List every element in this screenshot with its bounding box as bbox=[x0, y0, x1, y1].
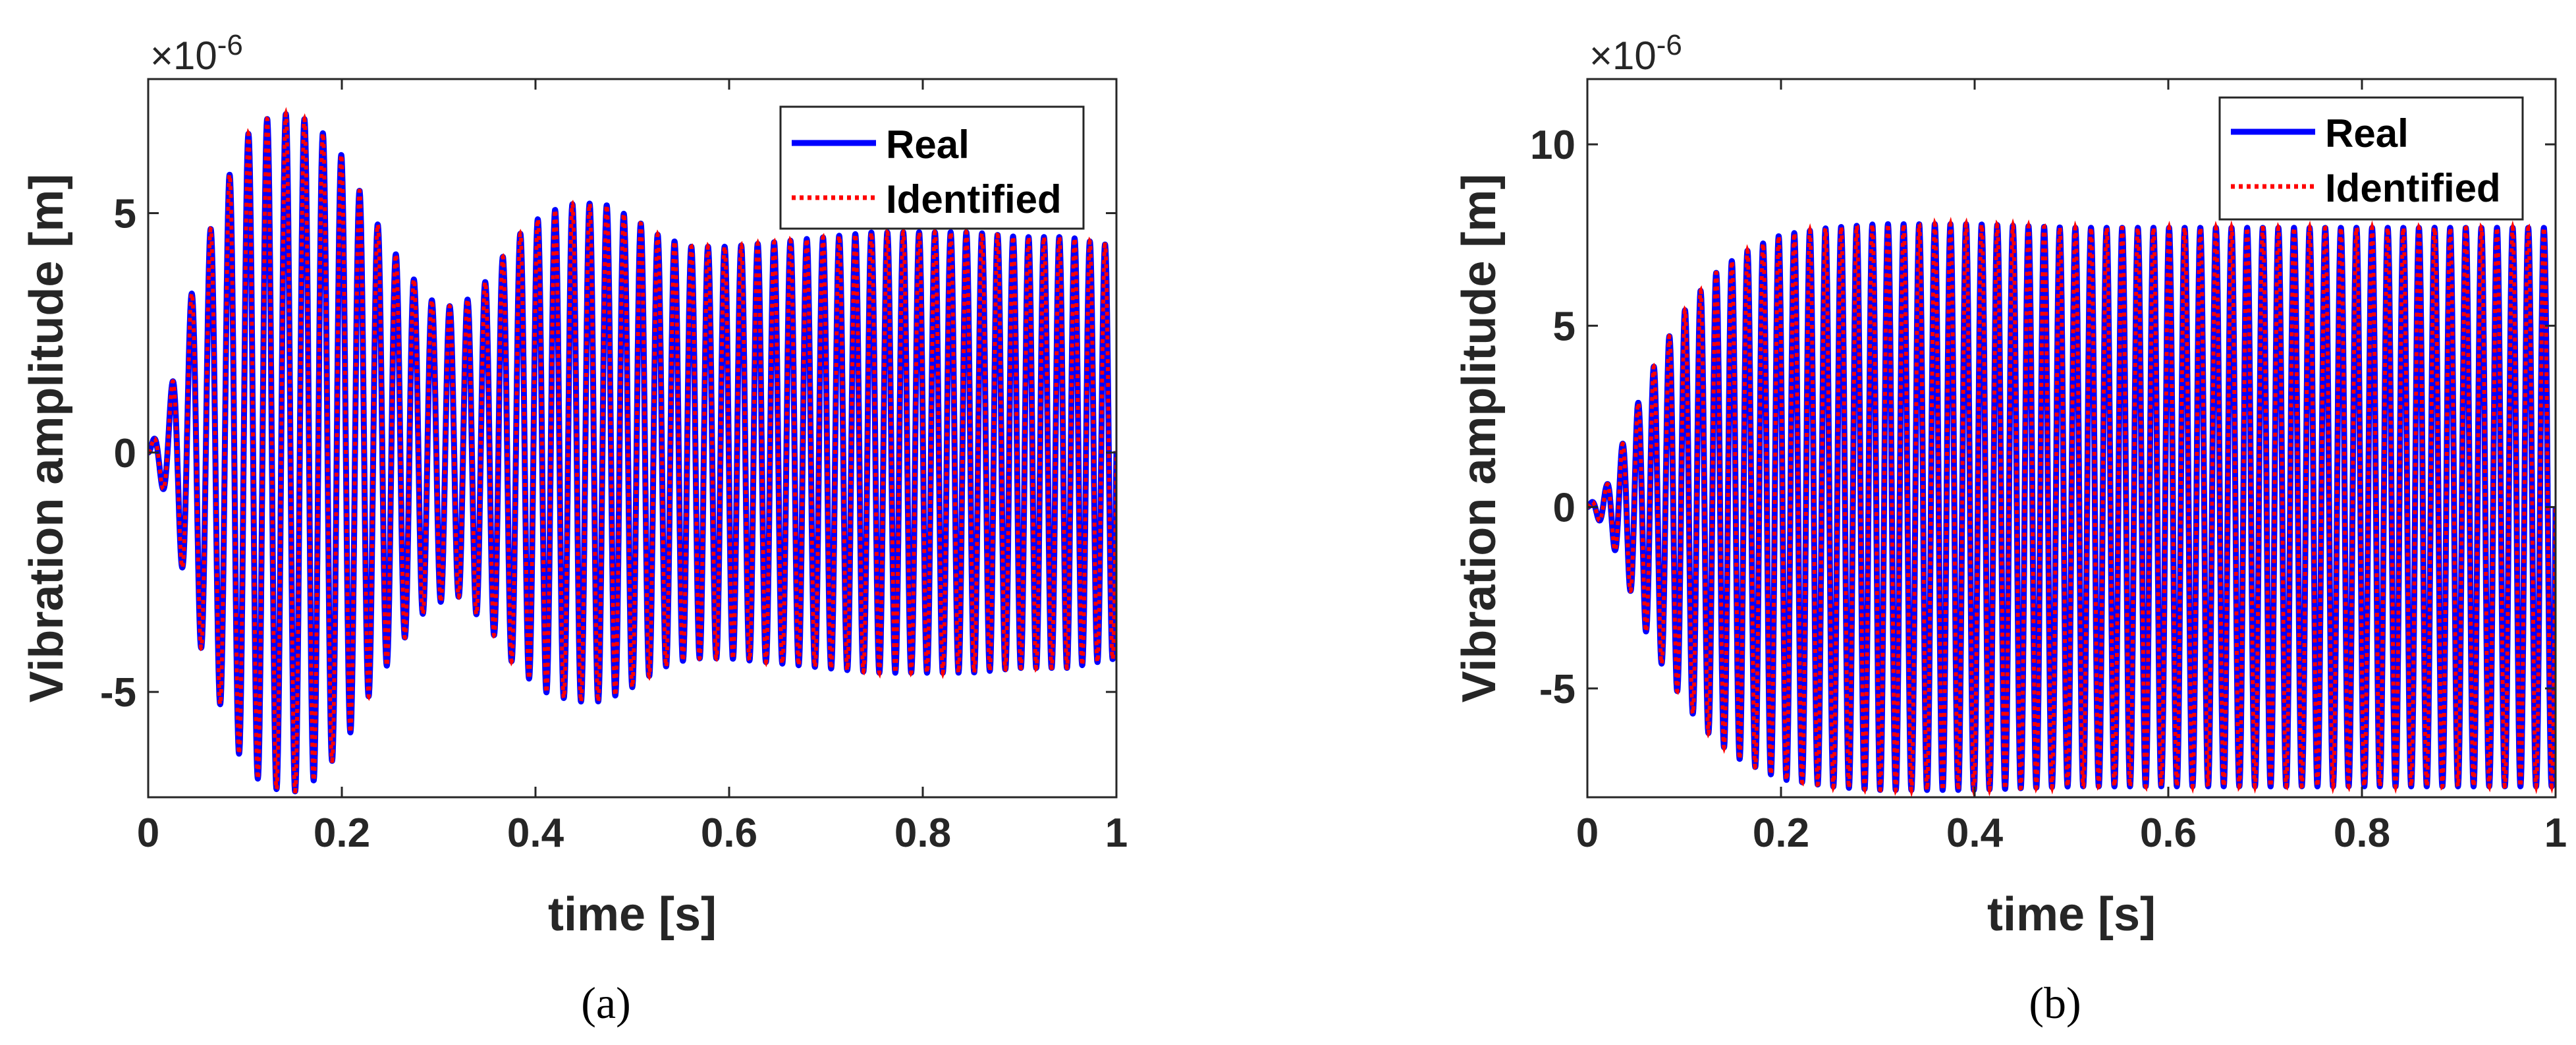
panel-b-y-tick-label: 10 bbox=[1530, 123, 1576, 168]
panel-b-y-tick-label: 0 bbox=[1553, 486, 1576, 531]
panel-b-axes-box bbox=[1586, 78, 2557, 799]
panel-a-legend-label-identified: Identified bbox=[886, 177, 1062, 221]
panel-a-y-ticks: -5 0 5 bbox=[100, 191, 1116, 716]
panel-b-series-identified bbox=[1587, 216, 2556, 797]
panel-b-caption: (b) bbox=[2029, 978, 2081, 1028]
panel-b-y-tick-label: 5 bbox=[1553, 304, 1576, 349]
panel-b-y-ticks: -5 0 5 10 bbox=[1530, 123, 2556, 712]
panel-b-legend-label-real: Real bbox=[2325, 111, 2409, 155]
panel-a-x-tick-label: 0.2 bbox=[314, 810, 370, 856]
panel-a-caption: (a) bbox=[581, 978, 630, 1028]
panel-a-y-tick-label: 0 bbox=[114, 431, 136, 476]
panel-a-x-ticks: 0 0.2 0.4 0.6 0.8 1 bbox=[137, 79, 1128, 856]
panel-a-y-tick-label: -5 bbox=[100, 670, 136, 716]
panel-a-x-tick-label: 0.6 bbox=[701, 810, 757, 856]
panel-b-legend: Real Identified bbox=[2218, 96, 2524, 221]
panel-a-legend: Real Identified bbox=[779, 105, 1085, 230]
panel-a-x-tick-label: 0.4 bbox=[507, 810, 564, 856]
panel-b-x-tick-label: 0.2 bbox=[1753, 810, 1809, 856]
panel-a-x-axis-label: time [s] bbox=[548, 888, 717, 941]
panel-b-x-tick-label: 0.8 bbox=[2334, 810, 2390, 856]
panel-b-x-axis-label: time [s] bbox=[1987, 888, 2156, 941]
panel-b-y-axis-label: Vibration amplitude [m] bbox=[1453, 174, 1506, 703]
panel-a-x-tick-label: 1 bbox=[1105, 810, 1128, 856]
panel-a: 0 0.2 0.4 0.6 0.8 1 -5 0 5 ×10-6 Vibration ampl… bbox=[20, 29, 1128, 1028]
panel-a-series-real bbox=[148, 111, 1116, 795]
panel-a-x-tick-label: 0 bbox=[137, 810, 159, 856]
panel-b-x-tick-label: 1 bbox=[2544, 810, 2567, 856]
panel-a-legend-box bbox=[779, 105, 1085, 230]
panel-b-x-ticks: 0 0.2 0.4 0.6 0.8 1 bbox=[1576, 79, 2567, 856]
panel-a-y-tick-label: 5 bbox=[114, 191, 136, 237]
panel-b-legend-label-identified: Identified bbox=[2325, 166, 2501, 210]
panel-a-axes-box bbox=[147, 78, 1118, 799]
panel-b-x-tick-label: 0 bbox=[1576, 810, 1599, 856]
panel-b-x-tick-label: 0.4 bbox=[1946, 810, 2004, 856]
panel-a-exponent: ×10-6 bbox=[150, 29, 243, 78]
panel-a-x-tick-label: 0.8 bbox=[894, 810, 951, 856]
panel-a-legend-label-real: Real bbox=[886, 123, 970, 167]
panel-b-x-tick-label: 0.6 bbox=[2140, 810, 2197, 856]
panel-b-y-tick-label: -5 bbox=[1539, 667, 1576, 712]
panel-b: 0 0.2 0.4 0.6 0.8 1 -5 0 5 10 ×10-6 Vibration am… bbox=[1453, 29, 2567, 1028]
panel-a-y-axis-label: Vibration amplitude [m] bbox=[20, 174, 73, 703]
panel-b-exponent: ×10-6 bbox=[1589, 29, 1682, 78]
panel-b-legend-box bbox=[2218, 96, 2524, 221]
